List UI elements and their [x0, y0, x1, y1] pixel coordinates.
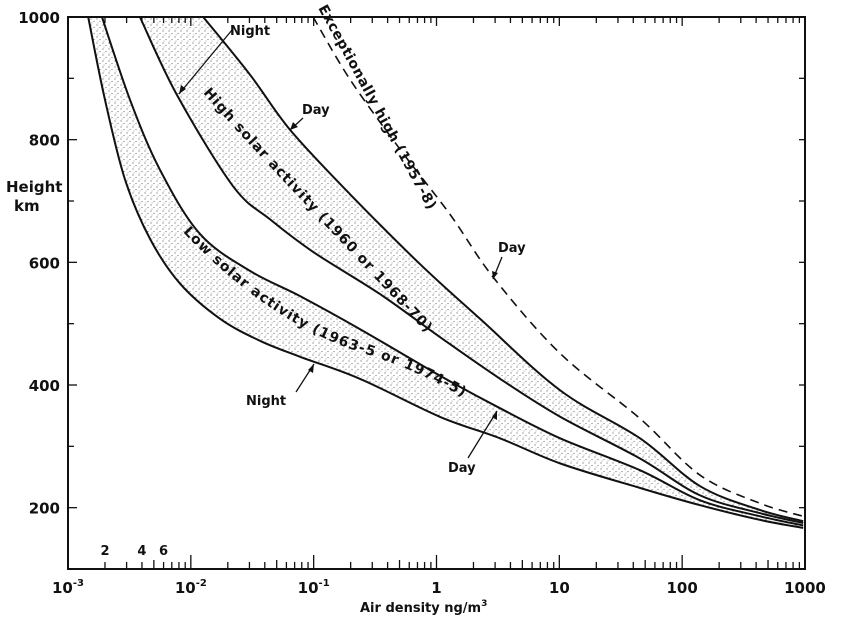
- curve-exceptional-day: [312, 16, 804, 518]
- arrow-high-night: [178, 29, 233, 95]
- arrowhead-low-day: [492, 411, 497, 420]
- arrowhead-low-night: [308, 364, 314, 373]
- axes: 200 400 600 800 1000 10-3 10-2 10-1 1 10 100 1000 2 4…: [18, 9, 826, 597]
- arrowhead-high-night: [179, 85, 186, 94]
- arrowhead-high-day: [290, 122, 298, 130]
- arrow-low-day: [467, 410, 498, 459]
- y-tick-label: 1000: [18, 9, 60, 27]
- x-tick-label: 1000: [784, 579, 826, 597]
- curve-high-night: [138, 16, 804, 524]
- y-tick-label: 400: [29, 377, 60, 395]
- curves: [87, 16, 804, 529]
- x-tick-label: 10-2: [175, 578, 207, 597]
- annotation-high-day: Day: [302, 103, 330, 118]
- curve-high-day: [202, 16, 804, 523]
- y-tick-label: 800: [29, 132, 60, 150]
- x-tick-label: 10: [549, 579, 570, 597]
- annotation-high-night: Night: [230, 24, 270, 39]
- x-tick-label: 10-1: [298, 578, 330, 597]
- annotation-exceptional-day: Day: [498, 241, 526, 256]
- x-axis-label: Air density ng/m3: [360, 599, 487, 616]
- y-axis-label-line2: km: [14, 197, 40, 215]
- y-axis-label-line1: Height: [6, 178, 62, 196]
- y-tick-label: 600: [29, 254, 60, 272]
- x-tick-label: 1: [431, 579, 441, 597]
- curve-low-night: [87, 16, 804, 529]
- y-tick-label: 200: [29, 500, 60, 518]
- x-tick-label: 100: [667, 579, 698, 597]
- minor-tick-label: 2: [100, 544, 109, 559]
- annotation-low-night: Night: [246, 394, 286, 409]
- shaded-bands: [88, 17, 804, 528]
- arrowhead-exceptional-day: [492, 271, 498, 279]
- minor-tick-label: 4: [137, 544, 146, 559]
- shaded-band-high-night-high-day: [139, 17, 804, 523]
- curve-low-day: [101, 16, 804, 527]
- minor-tick-label: 6: [159, 544, 168, 559]
- annotation-low-day: Day: [448, 461, 476, 476]
- x-tick-label: 10-3: [52, 578, 84, 597]
- shaded-band-low-night-low-day: [88, 17, 804, 528]
